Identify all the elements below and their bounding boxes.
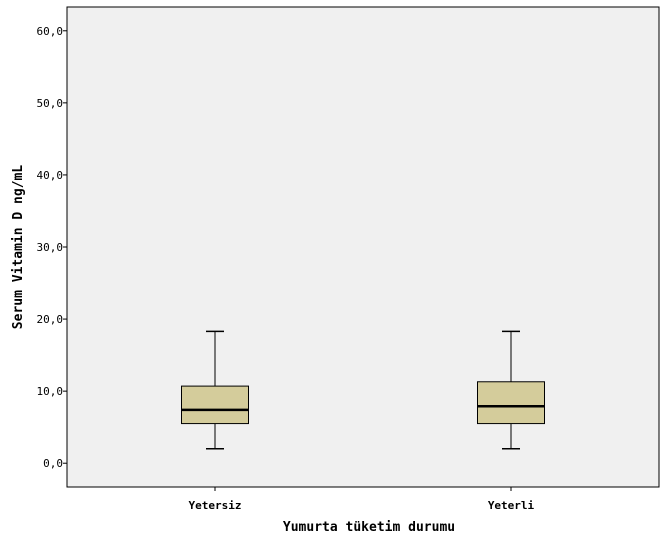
y-tick-label: 30,0: [37, 241, 64, 254]
x-axis-title: Yumurta tüketim durumu: [283, 520, 455, 535]
x-tick-label: Yetersiz: [189, 499, 242, 512]
y-tick-label: 40,0: [37, 169, 64, 182]
iqr-box: [477, 381, 545, 425]
y-tick-label: 50,0: [37, 97, 64, 110]
y-tick-label: 10,0: [37, 385, 64, 398]
boxes: [181, 330, 545, 450]
plot-area: [66, 6, 660, 488]
box-1: [181, 330, 249, 450]
iqr-box: [181, 385, 249, 425]
y-axis-title: Serum Vitamin D ng/mL: [11, 165, 26, 330]
box-2: [477, 330, 545, 450]
x-axis: Yetersiz Yeterli: [189, 487, 535, 512]
y-tick-label: 0,0: [43, 457, 63, 470]
y-axis: 0,0 10,0 20,0 30,0 40,0 50,0 60,0: [37, 25, 67, 470]
y-tick-label: 60,0: [37, 25, 64, 38]
x-tick-label: Yeterli: [488, 499, 535, 512]
y-tick-label: 20,0: [37, 313, 64, 326]
